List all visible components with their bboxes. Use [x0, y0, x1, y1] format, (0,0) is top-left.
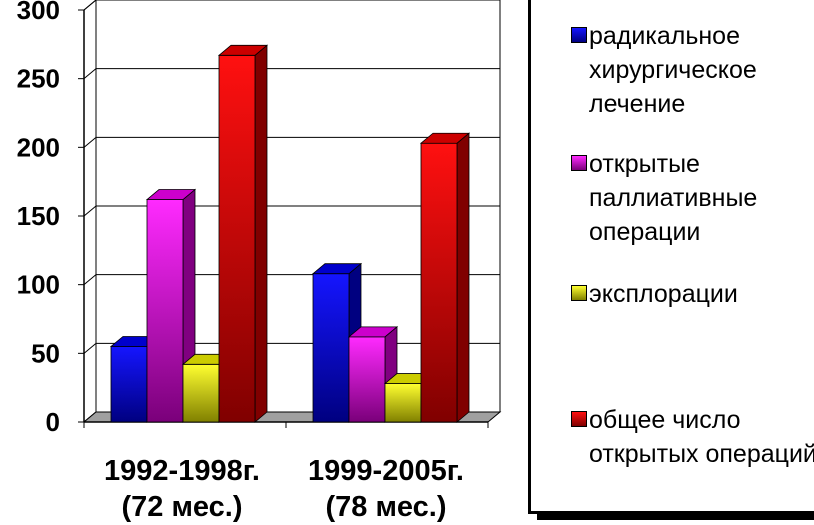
bar-side — [456, 132, 470, 423]
bar-top — [419, 132, 471, 144]
category-label-2: 1999-2005г. (78 мес.) — [308, 455, 464, 523]
y-tick-label: 150 — [17, 201, 60, 231]
legend-label-radical: радикальное хирургическое лечение — [589, 22, 757, 118]
bar-side — [254, 44, 268, 423]
y-tick-label: 50 — [31, 338, 60, 368]
category-label-1: 1992-1998г. (72 мес.) — [104, 455, 260, 523]
bar — [384, 383, 422, 423]
legend-swatch-total — [571, 411, 587, 427]
legend-swatch-palliative — [571, 155, 587, 171]
bar-chart: 0 50 100 150 200 250 300 — [17, 0, 502, 437]
bar — [312, 273, 350, 423]
bar — [110, 346, 148, 423]
bar — [348, 336, 386, 423]
gridline-depth — [83, 68, 97, 80]
chart-legend: радикальное хирургическое лечение открыт… — [528, 0, 814, 514]
gridline-depth — [83, 136, 97, 148]
bar — [218, 54, 256, 423]
legend-label-palliative: открытые паллиативные операции — [589, 150, 758, 246]
y-tick-label: 0 — [46, 407, 60, 437]
bar — [146, 199, 184, 423]
y-tick-label: 300 — [17, 0, 60, 25]
gridline-depth — [83, 0, 97, 11]
bar-top — [347, 326, 399, 338]
bar-top — [311, 263, 363, 275]
legend-label-exploration: эксплорации — [589, 280, 738, 308]
gridline-depth — [83, 274, 97, 286]
legend-swatch-radical — [571, 27, 587, 43]
bar-top — [217, 44, 269, 56]
y-tick-label: 100 — [17, 270, 60, 300]
bar — [420, 142, 458, 423]
y-tick-label: 250 — [17, 64, 60, 94]
gridline-depth — [83, 342, 97, 354]
legend-swatch-exploration — [571, 285, 587, 301]
y-tick-label: 200 — [17, 132, 60, 162]
legend-label-total: общее число открытых операций — [589, 406, 814, 468]
bar-top — [145, 189, 197, 200]
bar — [182, 363, 220, 423]
gridline-depth — [83, 205, 97, 217]
